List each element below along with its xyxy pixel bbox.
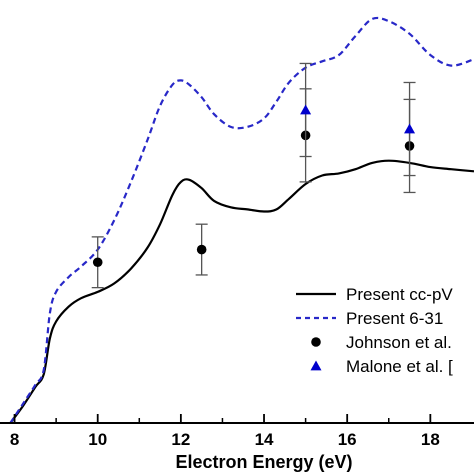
legend-label: Present 6-31 [346,309,443,328]
legend-marker-circle [311,337,321,347]
legend-label: Johnson et al. [346,333,452,352]
x-tick-label: 8 [10,430,19,449]
plot-area [9,16,474,424]
x-tick-label: 14 [255,430,274,449]
legend-label: Malone et al. [ [346,357,453,376]
x-tick-label: 12 [171,430,190,449]
x-axis-ticks: 8 10 12 14 16 18 [10,414,440,449]
legend: Present cc-pV Present 6-31 Johnson et al. M… [296,285,453,376]
data-point-triangle [404,123,416,134]
legend-label: Present cc-pV [346,285,453,304]
data-point-circle [196,244,207,255]
data-point-triangle [300,104,312,115]
x-tick-label: 16 [338,430,357,449]
x-tick-label: 18 [421,430,440,449]
series-line-1 [9,159,474,424]
x-axis-label: Electron Energy (eV) [175,452,352,472]
data-point-circle [92,257,103,268]
legend-marker-triangle [310,360,322,371]
x-tick-label: 10 [88,430,107,449]
series-line-2 [9,16,474,424]
